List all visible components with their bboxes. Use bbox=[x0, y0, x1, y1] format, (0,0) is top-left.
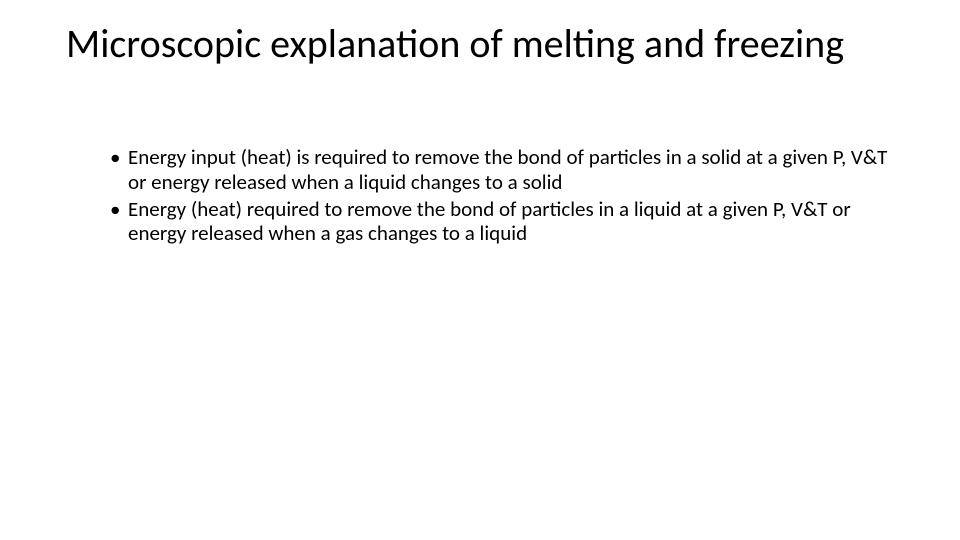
bullet-list: Energy input (heat) is required to remov… bbox=[110, 145, 900, 246]
slide-title: Microscopic explanation of melting and f… bbox=[66, 20, 896, 67]
bullet-item: Energy input (heat) is required to remov… bbox=[110, 145, 900, 195]
slide-body: Energy input (heat) is required to remov… bbox=[110, 145, 900, 248]
bullet-item: Energy (heat) required to remove the bon… bbox=[110, 197, 900, 247]
slide: Microscopic explanation of melting and f… bbox=[0, 0, 960, 540]
